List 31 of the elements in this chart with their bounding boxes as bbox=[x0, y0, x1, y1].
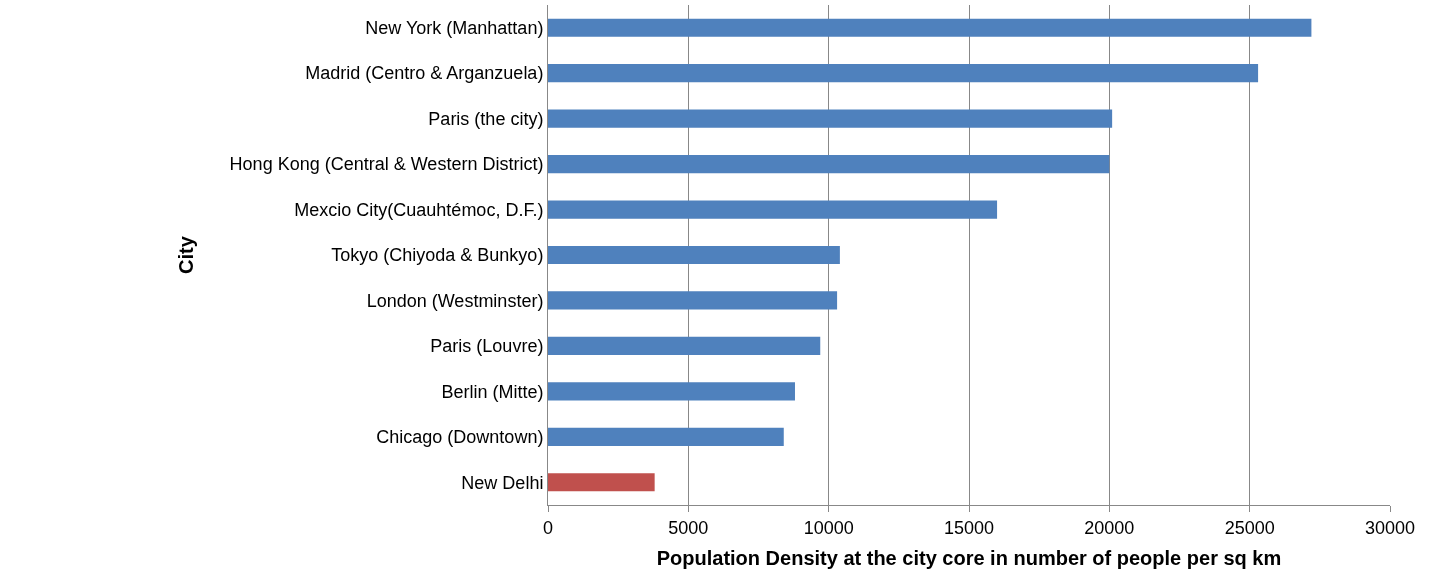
y-axis-title: City bbox=[175, 235, 198, 274]
bar bbox=[548, 382, 795, 401]
bar bbox=[548, 155, 1110, 174]
bar bbox=[548, 18, 1312, 37]
bar bbox=[548, 245, 840, 265]
y-tick-label: London (Westminster) bbox=[366, 290, 544, 311]
y-tick-label: Chicago (Downtown) bbox=[376, 427, 544, 448]
bar bbox=[548, 64, 1259, 83]
y-tick-label: New York (Manhattan) bbox=[365, 18, 544, 39]
x-tick-label: 25000 bbox=[1224, 517, 1275, 538]
bar bbox=[548, 336, 821, 355]
bar bbox=[548, 291, 838, 310]
x-tick-label: 20000 bbox=[1084, 517, 1135, 538]
y-tick-label: Paris (Louvre) bbox=[430, 336, 544, 357]
x-tick-label: 0 bbox=[542, 517, 554, 538]
bar bbox=[548, 200, 998, 219]
bar bbox=[548, 109, 1113, 128]
y-tick-label: New Delhi bbox=[461, 472, 544, 493]
x-tick-label: 5000 bbox=[668, 517, 709, 538]
x-axis-title: Population Density at the city core in number of people per sq km bbox=[656, 547, 1282, 570]
x-tick-label: 30000 bbox=[1364, 517, 1416, 538]
x-tick-label: 10000 bbox=[803, 517, 854, 538]
y-tick-label: Hong Kong (Central & Western District) bbox=[229, 154, 544, 175]
y-tick-label: Mexcio City(Cuauhtémoc, D.F.) bbox=[294, 199, 544, 220]
y-tick-label: Madrid (Centro & Arganzuela) bbox=[305, 63, 544, 84]
x-tick-label: 15000 bbox=[943, 517, 995, 538]
y-tick-label: Tokyo (Chiyoda & Bunkyo) bbox=[331, 245, 544, 266]
y-tick-label: Paris (the city) bbox=[428, 108, 544, 129]
y-tick-label: Berlin (Mitte) bbox=[441, 381, 544, 402]
bar bbox=[548, 427, 784, 446]
bar bbox=[548, 473, 655, 492]
